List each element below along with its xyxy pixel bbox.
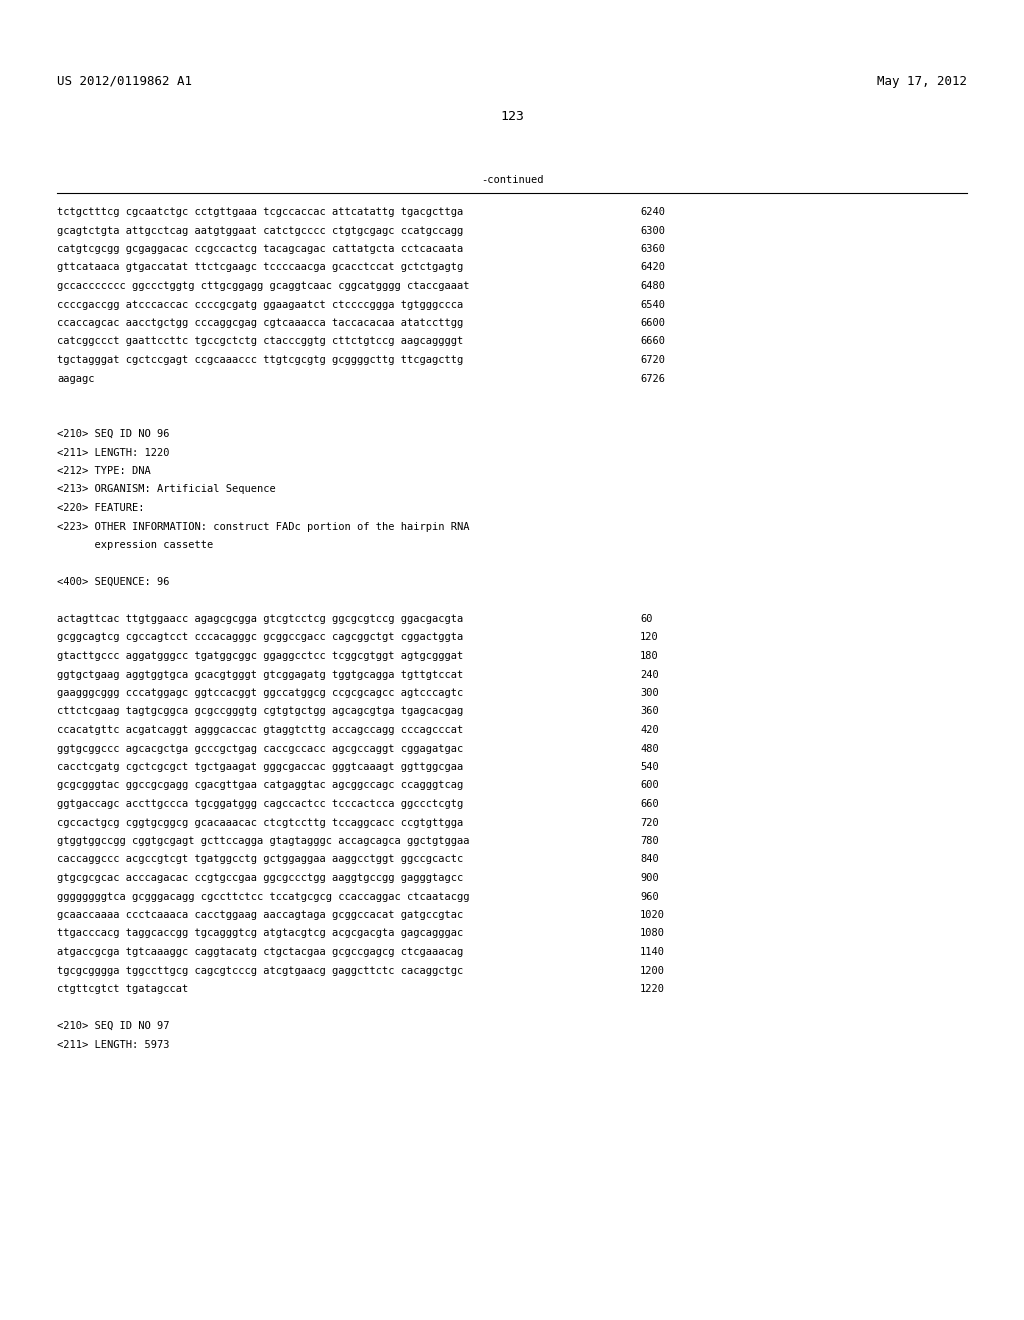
- Text: 60: 60: [640, 614, 652, 624]
- Text: 6726: 6726: [640, 374, 665, 384]
- Text: ggtgctgaag aggtggtgca gcacgtgggt gtcggagatg tggtgcagga tgttgtccat: ggtgctgaag aggtggtgca gcacgtgggt gtcggag…: [57, 669, 463, 680]
- Text: caccaggccc acgccgtcgt tgatggcctg gctggaggaa aaggcctggt ggccgcactc: caccaggccc acgccgtcgt tgatggcctg gctggag…: [57, 854, 463, 865]
- Text: ggtgaccagc accttgccca tgcggatggg cagccactcc tcccactcca ggccctcgtg: ggtgaccagc accttgccca tgcggatggg cagccac…: [57, 799, 463, 809]
- Text: 540: 540: [640, 762, 658, 772]
- Text: 1080: 1080: [640, 928, 665, 939]
- Text: gccaccccccc ggccctggtg cttgcggagg gcaggtcaac cggcatgggg ctaccgaaat: gccaccccccc ggccctggtg cttgcggagg gcaggt…: [57, 281, 469, 290]
- Text: 300: 300: [640, 688, 658, 698]
- Text: <212> TYPE: DNA: <212> TYPE: DNA: [57, 466, 151, 477]
- Text: 6240: 6240: [640, 207, 665, 216]
- Text: 600: 600: [640, 780, 658, 791]
- Text: cttctcgaag tagtgcggca gcgccgggtg cgtgtgctgg agcagcgtga tgagcacgag: cttctcgaag tagtgcggca gcgccgggtg cgtgtgc…: [57, 706, 463, 717]
- Text: <213> ORGANISM: Artificial Sequence: <213> ORGANISM: Artificial Sequence: [57, 484, 275, 495]
- Text: gcagtctgta attgcctcag aatgtggaat catctgcccc ctgtgcgagc ccatgccagg: gcagtctgta attgcctcag aatgtggaat catctgc…: [57, 226, 463, 235]
- Text: 120: 120: [640, 632, 658, 643]
- Text: 360: 360: [640, 706, 658, 717]
- Text: 123: 123: [500, 110, 524, 123]
- Text: 1140: 1140: [640, 946, 665, 957]
- Text: cacctcgatg cgctcgcgct tgctgaagat gggcgaccac gggtcaaagt ggttggcgaa: cacctcgatg cgctcgcgct tgctgaagat gggcgac…: [57, 762, 463, 772]
- Text: 6360: 6360: [640, 244, 665, 253]
- Text: aagagc: aagagc: [57, 374, 94, 384]
- Text: gttcataaca gtgaccatat ttctcgaagc tccccaacga gcacctccat gctctgagtg: gttcataaca gtgaccatat ttctcgaagc tccccaa…: [57, 263, 463, 272]
- Text: 240: 240: [640, 669, 658, 680]
- Text: cgccactgcg cggtgcggcg gcacaaacac ctcgtccttg tccaggcacc ccgtgttgga: cgccactgcg cggtgcggcg gcacaaacac ctcgtcc…: [57, 817, 463, 828]
- Text: ggtgcggccc agcacgctga gcccgctgag caccgccacc agcgccaggt cggagatgac: ggtgcggccc agcacgctga gcccgctgag caccgcc…: [57, 743, 463, 754]
- Text: 6540: 6540: [640, 300, 665, 309]
- Text: <210> SEQ ID NO 96: <210> SEQ ID NO 96: [57, 429, 170, 440]
- Text: ccaccagcac aacctgctgg cccaggcgag cgtcaaacca taccacacaa atatccttgg: ccaccagcac aacctgctgg cccaggcgag cgtcaaa…: [57, 318, 463, 327]
- Text: 1200: 1200: [640, 965, 665, 975]
- Text: 6720: 6720: [640, 355, 665, 366]
- Text: <400> SEQUENCE: 96: <400> SEQUENCE: 96: [57, 577, 170, 587]
- Text: gtggtggccgg cggtgcgagt gcttccagga gtagtagggc accagcagca ggctgtggaa: gtggtggccgg cggtgcgagt gcttccagga gtagta…: [57, 836, 469, 846]
- Text: tctgctttcg cgcaatctgc cctgttgaaa tcgccaccac attcatattg tgacgcttga: tctgctttcg cgcaatctgc cctgttgaaa tcgccac…: [57, 207, 463, 216]
- Text: <211> LENGTH: 5973: <211> LENGTH: 5973: [57, 1040, 170, 1049]
- Text: 6660: 6660: [640, 337, 665, 346]
- Text: gcgcgggtac ggccgcgagg cgacgttgaa catgaggtac agcggccagc ccagggtcag: gcgcgggtac ggccgcgagg cgacgttgaa catgagg…: [57, 780, 463, 791]
- Text: 1020: 1020: [640, 909, 665, 920]
- Text: 900: 900: [640, 873, 658, 883]
- Text: gcggcagtcg cgccagtcct cccacagggc gcggccgacc cagcggctgt cggactggta: gcggcagtcg cgccagtcct cccacagggc gcggccg…: [57, 632, 463, 643]
- Text: 1220: 1220: [640, 983, 665, 994]
- Text: gcaaccaaaa ccctcaaaca cacctggaag aaccagtaga gcggccacat gatgccgtac: gcaaccaaaa ccctcaaaca cacctggaag aaccagt…: [57, 909, 463, 920]
- Text: catgtcgcgg gcgaggacac ccgccactcg tacagcagac cattatgcta cctcacaata: catgtcgcgg gcgaggacac ccgccactcg tacagca…: [57, 244, 463, 253]
- Text: actagttcac ttgtggaacc agagcgcgga gtcgtcctcg ggcgcgtccg ggacgacgta: actagttcac ttgtggaacc agagcgcgga gtcgtcc…: [57, 614, 463, 624]
- Text: ggggggggtca gcgggacagg cgccttctcc tccatgcgcg ccaccaggac ctcaatacgg: ggggggggtca gcgggacagg cgccttctcc tccatg…: [57, 891, 469, 902]
- Text: 660: 660: [640, 799, 658, 809]
- Text: 180: 180: [640, 651, 658, 661]
- Text: 6420: 6420: [640, 263, 665, 272]
- Text: ccacatgttc acgatcaggt agggcaccac gtaggtcttg accagccagg cccagcccat: ccacatgttc acgatcaggt agggcaccac gtaggtc…: [57, 725, 463, 735]
- Text: -continued: -continued: [480, 176, 544, 185]
- Text: catcggccct gaattccttc tgccgctctg ctacccggtg cttctgtccg aagcaggggt: catcggccct gaattccttc tgccgctctg ctacccg…: [57, 337, 463, 346]
- Text: ttgacccacg taggcaccgg tgcagggtcg atgtacgtcg acgcgacgta gagcagggac: ttgacccacg taggcaccgg tgcagggtcg atgtacg…: [57, 928, 463, 939]
- Text: 480: 480: [640, 743, 658, 754]
- Text: 780: 780: [640, 836, 658, 846]
- Text: 6600: 6600: [640, 318, 665, 327]
- Text: 6480: 6480: [640, 281, 665, 290]
- Text: ccccgaccgg atcccaccac ccccgcgatg ggaagaatct ctccccggga tgtgggccca: ccccgaccgg atcccaccac ccccgcgatg ggaagaa…: [57, 300, 463, 309]
- Text: tgcgcgggga tggccttgcg cagcgtcccg atcgtgaacg gaggcttctc cacaggctgc: tgcgcgggga tggccttgcg cagcgtcccg atcgtga…: [57, 965, 463, 975]
- Text: 840: 840: [640, 854, 658, 865]
- Text: gaagggcggg cccatggagc ggtccacggt ggccatggcg ccgcgcagcc agtcccagtc: gaagggcggg cccatggagc ggtccacggt ggccatg…: [57, 688, 463, 698]
- Text: 720: 720: [640, 817, 658, 828]
- Text: 960: 960: [640, 891, 658, 902]
- Text: gtgcgcgcac acccagacac ccgtgccgaa ggcgccctgg aaggtgccgg gagggtagcc: gtgcgcgcac acccagacac ccgtgccgaa ggcgccc…: [57, 873, 463, 883]
- Text: 420: 420: [640, 725, 658, 735]
- Text: 6300: 6300: [640, 226, 665, 235]
- Text: May 17, 2012: May 17, 2012: [877, 75, 967, 88]
- Text: expression cassette: expression cassette: [57, 540, 213, 550]
- Text: ctgttcgtct tgatagccat: ctgttcgtct tgatagccat: [57, 983, 188, 994]
- Text: <220> FEATURE:: <220> FEATURE:: [57, 503, 144, 513]
- Text: <223> OTHER INFORMATION: construct FADc portion of the hairpin RNA: <223> OTHER INFORMATION: construct FADc …: [57, 521, 469, 532]
- Text: tgctagggat cgctccgagt ccgcaaaccc ttgtcgcgtg gcggggcttg ttcgagcttg: tgctagggat cgctccgagt ccgcaaaccc ttgtcgc…: [57, 355, 463, 366]
- Text: atgaccgcga tgtcaaaggc caggtacatg ctgctacgaa gcgccgagcg ctcgaaacag: atgaccgcga tgtcaaaggc caggtacatg ctgctac…: [57, 946, 463, 957]
- Text: gtacttgccc aggatgggcc tgatggcggc ggaggcctcc tcggcgtggt agtgcgggat: gtacttgccc aggatgggcc tgatggcggc ggaggcc…: [57, 651, 463, 661]
- Text: <210> SEQ ID NO 97: <210> SEQ ID NO 97: [57, 1020, 170, 1031]
- Text: <211> LENGTH: 1220: <211> LENGTH: 1220: [57, 447, 170, 458]
- Text: US 2012/0119862 A1: US 2012/0119862 A1: [57, 75, 193, 88]
